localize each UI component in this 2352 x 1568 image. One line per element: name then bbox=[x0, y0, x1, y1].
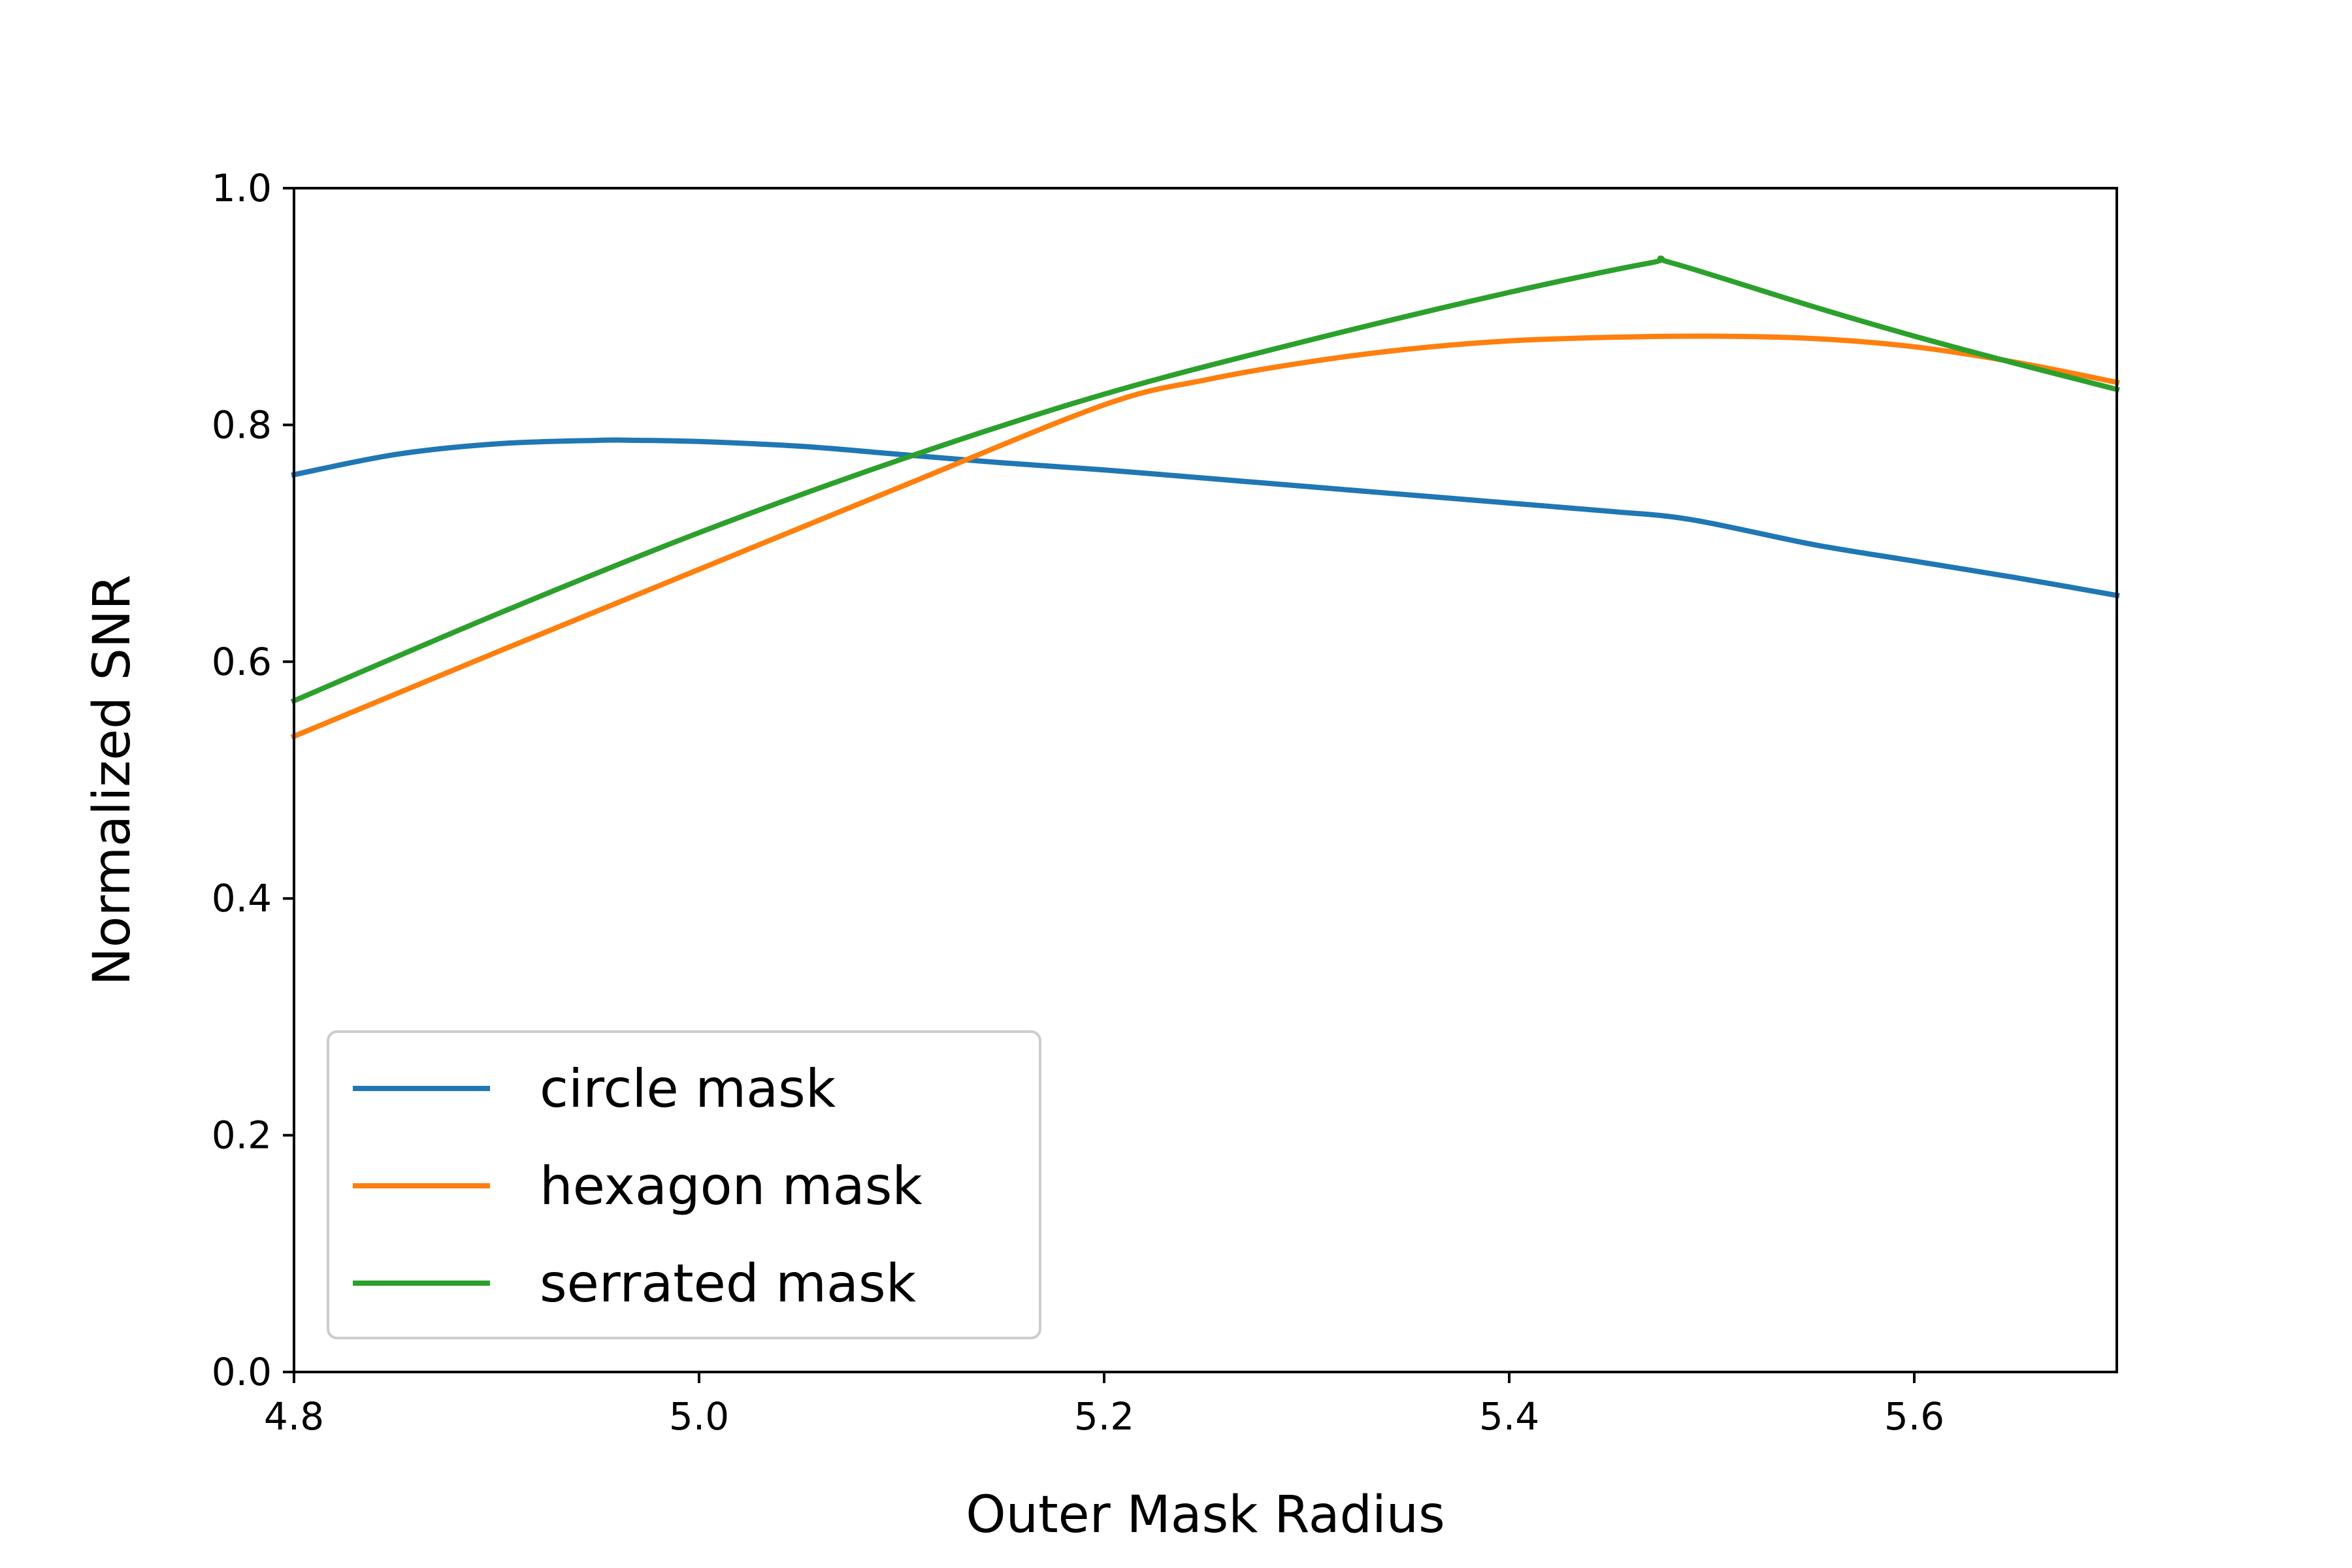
x-tick-label: 5.4 bbox=[1479, 1394, 1539, 1439]
y-axis-label: Normalized SNR bbox=[83, 574, 142, 985]
y-tick-label: 0.8 bbox=[212, 402, 272, 447]
x-tick-label: 4.8 bbox=[264, 1394, 324, 1439]
x-axis-label: Outer Mask Radius bbox=[966, 1486, 1445, 1544]
plot-frame bbox=[293, 187, 2118, 1373]
y-tick-label: 0.2 bbox=[212, 1113, 272, 1158]
y-tick-label: 0.6 bbox=[212, 640, 272, 684]
legend-frame bbox=[327, 1030, 1041, 1339]
legend-label: hexagon mask bbox=[540, 1156, 923, 1217]
legend-label: circle mask bbox=[540, 1058, 836, 1119]
x-axis: 4.8 5.0 5.2 5.4 5.6 bbox=[264, 1372, 1944, 1439]
legend-label: serrated mask bbox=[540, 1253, 917, 1314]
y-axis: 0.0 0.2 0.4 0.6 0.8 1.0 bbox=[212, 166, 294, 1394]
y-tick-label: 0.0 bbox=[212, 1350, 272, 1394]
series-line-serrated-mask bbox=[290, 255, 2120, 704]
x-tick-label: 5.0 bbox=[669, 1394, 729, 1439]
y-tick-label: 0.4 bbox=[212, 876, 272, 921]
legend: circle mask hexagon mask serrated mask bbox=[327, 1030, 1041, 1339]
series-line-circle-mask bbox=[291, 437, 2120, 598]
x-tick-label: 5.2 bbox=[1074, 1394, 1134, 1439]
y-tick-label: 1.0 bbox=[212, 166, 272, 210]
series-layer bbox=[290, 255, 2120, 740]
x-tick-label: 5.6 bbox=[1884, 1394, 1944, 1439]
series-line-hexagon-mask bbox=[290, 333, 2120, 740]
